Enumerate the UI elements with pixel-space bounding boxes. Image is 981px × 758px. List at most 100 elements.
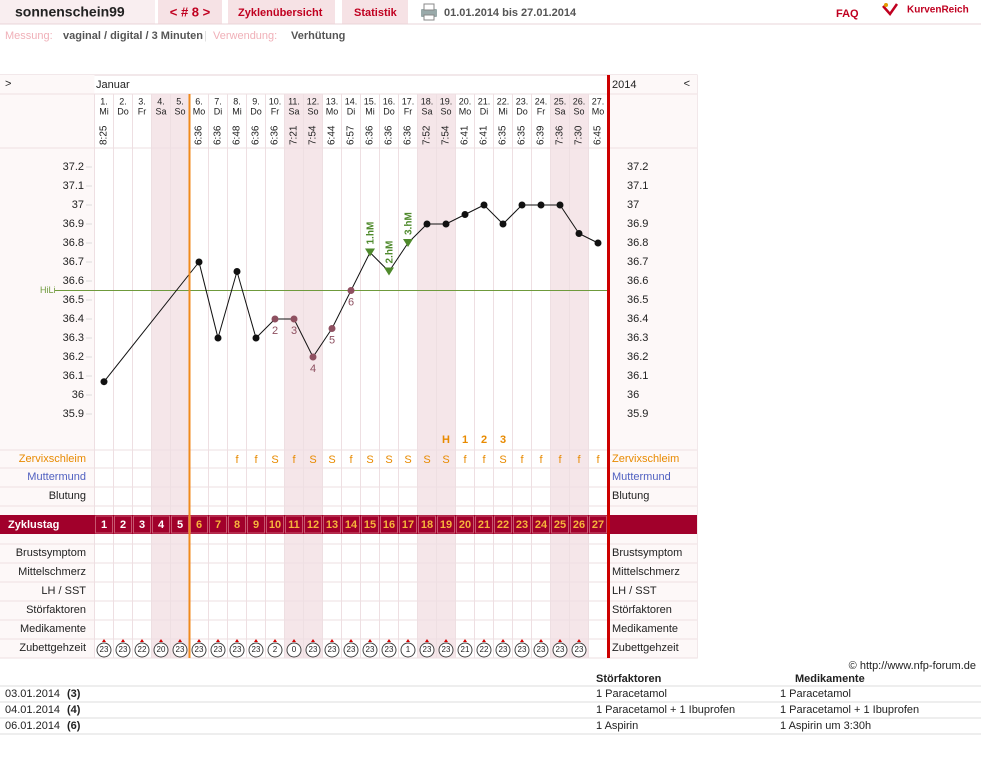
y-tick-label: 37 (72, 199, 84, 211)
bedtime-circle (229, 642, 245, 658)
measure-time: 6:36 (384, 125, 395, 145)
bedtime-circle (476, 642, 492, 658)
bedtime-tick (178, 639, 182, 642)
temperature-segment (578, 233, 599, 244)
cycle-day: 13 (326, 519, 338, 531)
weekday: Sa (288, 106, 299, 116)
mucus: f (520, 454, 524, 466)
day-number: 20. (459, 96, 472, 106)
print-icon[interactable] (421, 3, 437, 21)
measure-time: 7:30 (574, 125, 585, 145)
table-header: Störfaktoren (596, 673, 662, 685)
row-label: Blutung (49, 490, 86, 502)
cycle-day: 3 (139, 519, 145, 531)
table-header: Medikamente (795, 673, 865, 685)
weekday: Di (214, 106, 223, 116)
table-cell: (4) (67, 704, 81, 716)
mucus: S (404, 454, 411, 466)
cycle-day: 24 (535, 519, 548, 531)
weekday: Sa (421, 106, 432, 116)
row-label: LH / SST (41, 585, 86, 597)
measure-time: 6:41 (479, 125, 490, 145)
bedtime-tick (292, 639, 296, 642)
day-number: 11. (288, 96, 300, 106)
tab[interactable] (228, 0, 335, 24)
day-number: 7. (214, 96, 222, 106)
weekday: Mo (459, 106, 472, 116)
cycle-day: 15 (364, 519, 376, 531)
cycle-day-cell (247, 515, 265, 534)
day-number: 26. (573, 96, 586, 106)
mucus: S (442, 454, 449, 466)
nav-prev[interactable]: > (5, 78, 11, 90)
tab-label[interactable]: Statistik (354, 7, 398, 19)
tab[interactable] (342, 0, 408, 24)
mucus: f (254, 454, 258, 466)
temperature-point (290, 315, 298, 323)
weekend-column (417, 94, 437, 658)
mucus: S (423, 454, 430, 466)
month: Januar (96, 79, 130, 91)
weekday: Fr (404, 106, 413, 116)
row-label-right: LH / SST (612, 585, 657, 597)
cycle-nav[interactable]: < # 8 > (170, 4, 211, 19)
period: 01.01.2014 bis 27.01.2014 (444, 7, 577, 19)
mucus: f (235, 454, 239, 466)
weekday: Mi (365, 106, 375, 116)
y-tick-label-right: 36.3 (627, 332, 648, 344)
brand[interactable]: KurvenReich (907, 5, 969, 16)
low-label: 6 (348, 296, 354, 308)
cycle-day: 23 (516, 519, 528, 531)
panel (0, 74, 698, 659)
weekday: Mo (193, 106, 206, 116)
y-tick-label: 37.1 (63, 180, 84, 192)
cycle-day: 1 (101, 519, 107, 531)
weekday: Fr (138, 106, 147, 116)
low-label: 5 (329, 334, 335, 346)
measure-time: 7:36 (555, 125, 566, 145)
weekend-column (151, 94, 171, 658)
bedtime: 23 (195, 645, 204, 654)
cycle-nav-box[interactable] (158, 0, 222, 24)
high-marker (365, 248, 375, 257)
weekday: So (307, 106, 318, 116)
table-cell: 06.01.2014 (5, 720, 60, 732)
bedtime-circle (324, 642, 340, 658)
faq-link[interactable]: FAQ (836, 8, 859, 20)
peak-label: 3 (500, 434, 506, 446)
temperature-segment (255, 318, 276, 339)
nav-next[interactable]: < (684, 78, 690, 90)
row-label: Brustsymptom (16, 547, 86, 559)
bedtime-tick (539, 639, 543, 642)
weekend-column (550, 94, 570, 658)
day-number: 2. (119, 96, 127, 106)
temperature-segment (198, 261, 219, 339)
y-tick-label-right: 37 (627, 199, 639, 211)
cycle-day-cell (285, 515, 303, 534)
panel-right (607, 75, 697, 658)
tab-label[interactable]: Zyklenübersicht (238, 7, 323, 19)
y-tick-label: 36.8 (63, 237, 84, 249)
mucus: f (463, 454, 467, 466)
cycle-day: 4 (158, 519, 165, 531)
cycle-day-cell (95, 515, 113, 534)
measure-time: 6:36 (270, 125, 281, 145)
bedtime: 23 (233, 645, 242, 654)
row-label: Zubettgehzeit (19, 642, 86, 654)
bedtime-tick (482, 639, 486, 642)
bedtime-tick (311, 639, 315, 642)
temperature-segment (483, 204, 504, 225)
cycle-day: 9 (253, 519, 259, 531)
cycle-day-cell (114, 515, 132, 534)
brand-icon (882, 3, 899, 17)
peak-label: 1 (462, 434, 468, 446)
mucus: S (499, 454, 506, 466)
temperature-segment (103, 261, 200, 383)
bedtime-circle (419, 642, 435, 658)
measure-time: 6:36 (403, 125, 414, 145)
cycle-day-cell (152, 515, 170, 534)
temperature-point (537, 201, 545, 209)
measure-time: 6:39 (536, 125, 547, 145)
cycle-day-cell (532, 515, 550, 534)
mucus: S (366, 454, 373, 466)
